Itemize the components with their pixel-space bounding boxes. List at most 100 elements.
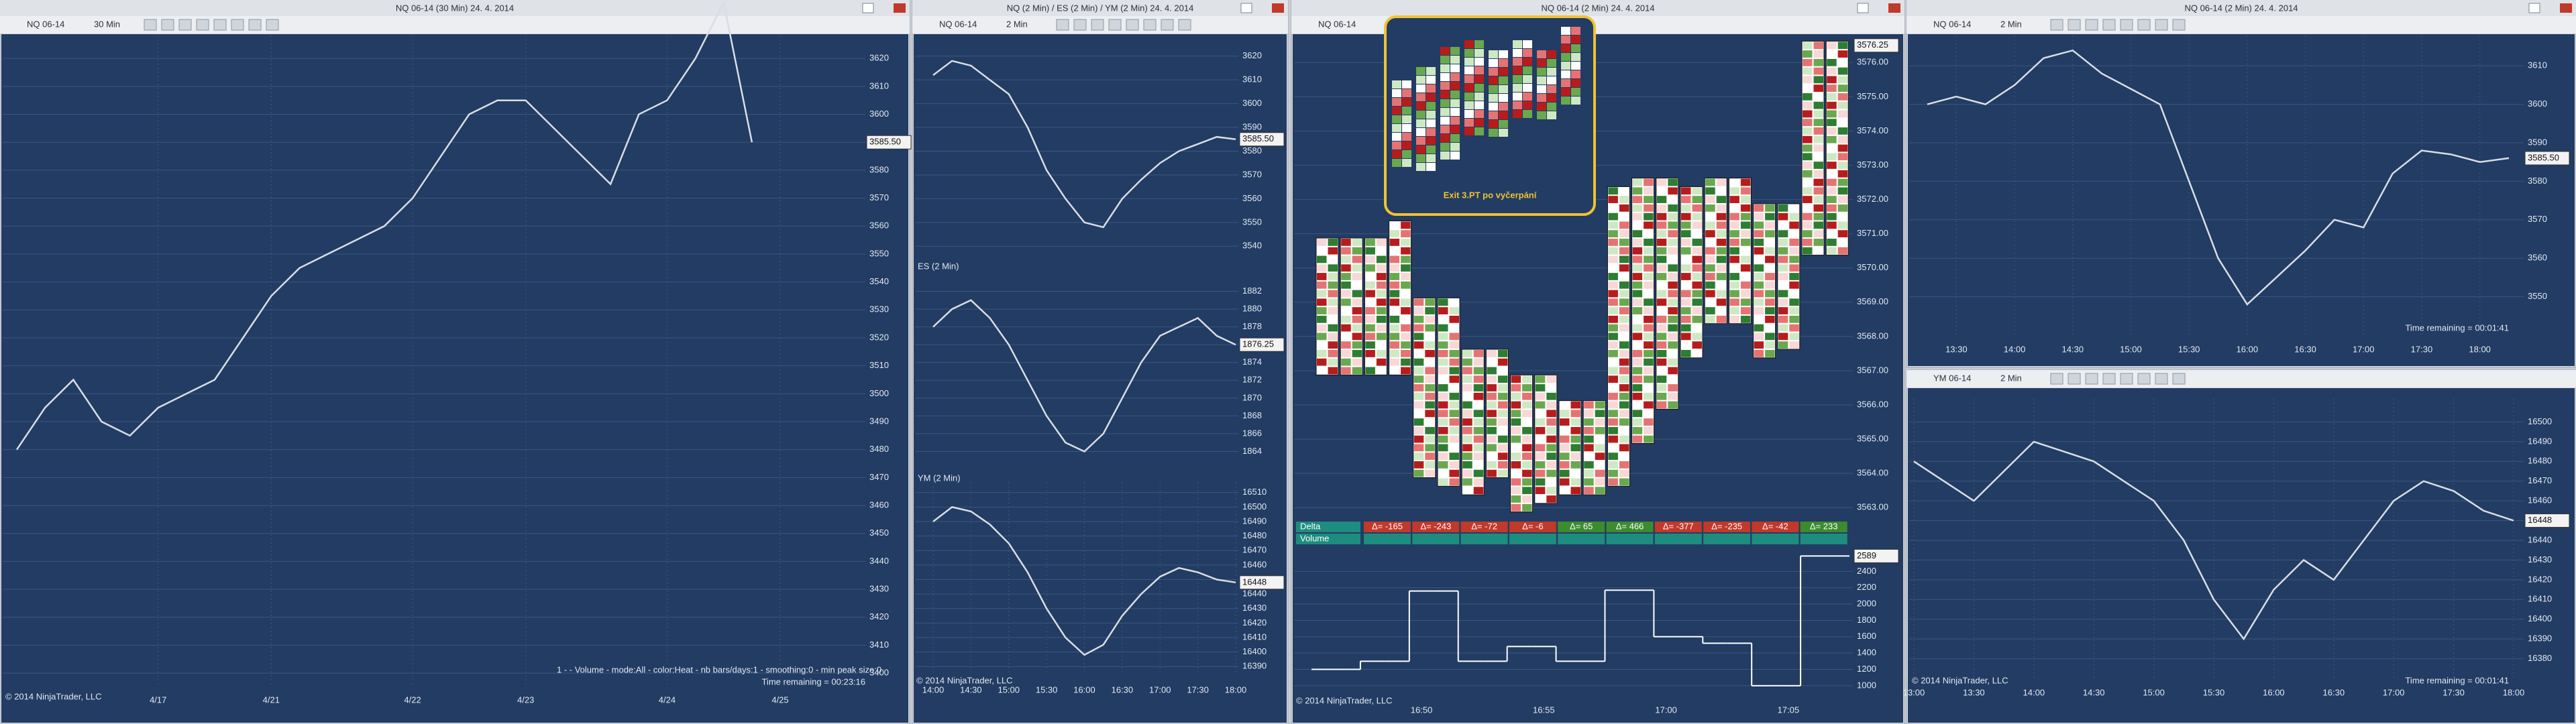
footprint-cell: [1425, 461, 1435, 469]
toolbar-button[interactable]: [144, 19, 157, 31]
inset-cell: [1489, 68, 1498, 76]
y-tick-label: 3560: [869, 221, 889, 231]
footprint-cell: [1328, 255, 1338, 263]
footprint-cell: [1462, 358, 1472, 366]
inset-cell: [1426, 154, 1436, 162]
footprint-cell: [1644, 315, 1654, 323]
toolbar-button[interactable]: [1161, 19, 1174, 31]
x-tick-label: 4/17: [150, 695, 166, 705]
toolbar-button[interactable]: [2068, 373, 2081, 385]
footprint-cell: [1681, 187, 1691, 195]
toolbar-button[interactable]: [2155, 373, 2168, 385]
y-tick-label: 16480: [2528, 456, 2552, 466]
footprint-cell: [1595, 426, 1605, 434]
footprint-cell: [1546, 452, 1556, 461]
window-button[interactable]: [1888, 3, 1900, 13]
footprint-cell: [1716, 204, 1727, 212]
inset-cell: [1523, 58, 1532, 66]
toolbar-button[interactable]: [2068, 19, 2081, 31]
toolbar-button[interactable]: [2155, 19, 2168, 31]
footprint-cell: [1632, 221, 1643, 229]
toolbar-button[interactable]: [1056, 19, 1069, 31]
toolbar-button[interactable]: [1091, 19, 1104, 31]
interval-selector[interactable]: 2 Min: [1006, 19, 1028, 29]
interval-selector[interactable]: 30 Min: [94, 19, 120, 29]
toolbar-button[interactable]: [2120, 19, 2133, 31]
toolbar-button[interactable]: [1108, 19, 1122, 31]
y-tick-label: 3573.00: [1857, 160, 1888, 170]
footprint-cell: [1644, 273, 1654, 280]
instrument-selector[interactable]: NQ 06-14: [1318, 19, 1356, 29]
footprint-cell: [1813, 76, 1823, 84]
footprint-cell: [1560, 435, 1570, 443]
toolbar-button[interactable]: [2050, 19, 2063, 31]
window-button[interactable]: [894, 3, 906, 13]
footprint-cell: [1438, 418, 1448, 426]
window-button[interactable]: [2560, 3, 2572, 13]
toolbar-button[interactable]: [248, 19, 262, 31]
inset-cell: [1416, 76, 1426, 84]
window-button[interactable]: [862, 3, 874, 13]
footprint-cell: [1449, 350, 1459, 357]
toolbar-button[interactable]: [2137, 19, 2151, 31]
toolbar-button[interactable]: [2102, 19, 2116, 31]
toolbar-button[interactable]: [1126, 19, 1139, 31]
window-title: NQ 06-14 (2 Min) 24. 4. 2014: [2184, 3, 2298, 13]
toolbar-button[interactable]: [2085, 373, 2098, 385]
interval-selector[interactable]: 2 Min: [2000, 19, 2022, 29]
toolbar-button[interactable]: [1178, 19, 1191, 31]
inset-cell: [1499, 111, 1508, 119]
footprint-cell: [1813, 110, 1823, 118]
footprint-cell: [1619, 435, 1629, 443]
toolbar-button[interactable]: [1073, 19, 1087, 31]
inset-cell: [1464, 127, 1474, 135]
footprint-cell: [1681, 239, 1691, 246]
footprint-cell: [1487, 410, 1497, 418]
footprint-cell: [1595, 410, 1605, 418]
footprint-cell: [1803, 110, 1813, 118]
footprint-cell: [1497, 367, 1508, 375]
footprint-cell: [1837, 84, 1848, 92]
window-button[interactable]: [1857, 3, 1869, 13]
footprint-cell: [1656, 187, 1667, 195]
footprint-cell: [1765, 273, 1775, 280]
footprint-cell: [1449, 444, 1459, 452]
toolbar-button[interactable]: [2102, 373, 2116, 385]
footprint-cell: [1729, 196, 1739, 203]
footprint-cell: [1497, 444, 1508, 452]
footprint-cell: [1511, 392, 1521, 400]
footprint-cell: [1705, 213, 1715, 221]
footprint-cell: [1449, 341, 1459, 349]
window-button[interactable]: [2528, 3, 2540, 13]
footprint-cell: [1413, 426, 1424, 434]
instrument-selector[interactable]: NQ 06-14: [939, 19, 977, 29]
toolbar-button[interactable]: [2050, 373, 2063, 385]
footprint-cell: [1473, 452, 1484, 461]
toolbar-button[interactable]: [231, 19, 244, 31]
inset-cell: [1464, 84, 1474, 92]
toolbar-button[interactable]: [2085, 19, 2098, 31]
toolbar-button[interactable]: [2172, 373, 2186, 385]
toolbar-button[interactable]: [1143, 19, 1157, 31]
window-button[interactable]: [1272, 3, 1284, 13]
instrument-selector[interactable]: YM 06-14: [1933, 373, 1971, 383]
footprint-cell: [1765, 264, 1775, 272]
footprint-cell: [1681, 204, 1691, 212]
footprint-cell: [1668, 333, 1678, 341]
instrument-selector[interactable]: NQ 06-14: [1933, 19, 1971, 29]
x-tick-label: 4/25: [771, 695, 788, 705]
toolbar-button[interactable]: [2172, 19, 2186, 31]
footprint-cell: [1668, 221, 1678, 229]
footprint-cell: [1438, 426, 1448, 434]
toolbar-button[interactable]: [2137, 373, 2151, 385]
toolbar-button[interactable]: [2120, 373, 2133, 385]
instrument-selector[interactable]: NQ 06-14: [27, 19, 64, 29]
toolbar-button[interactable]: [196, 19, 209, 31]
window-button[interactable]: [1240, 3, 1252, 13]
footprint-cell: [1778, 315, 1788, 323]
toolbar-button[interactable]: [161, 19, 174, 31]
toolbar-button[interactable]: [266, 19, 279, 31]
toolbar-button[interactable]: [213, 19, 227, 31]
toolbar-button[interactable]: [178, 19, 192, 31]
interval-selector[interactable]: 2 Min: [2000, 373, 2022, 383]
